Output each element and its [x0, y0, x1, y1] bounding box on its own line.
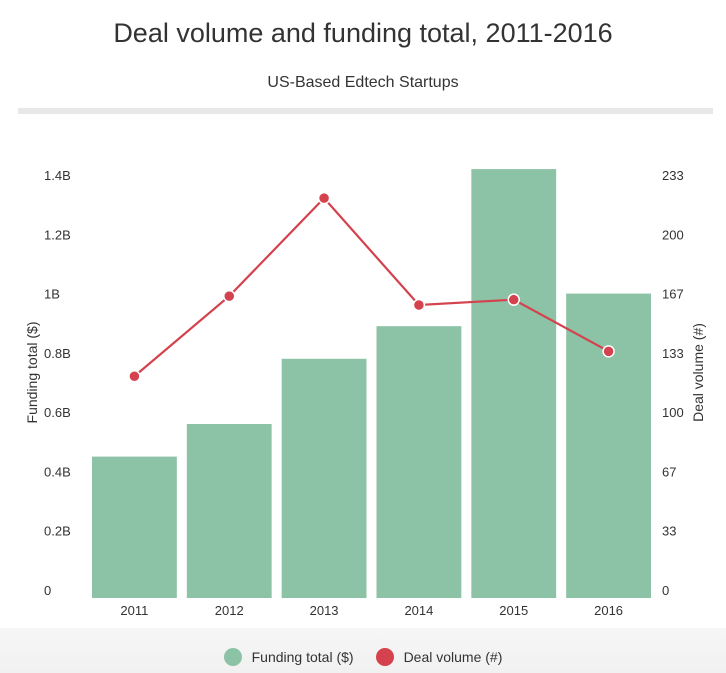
x-tick-label: 2016 — [594, 603, 623, 618]
point-deal-volume-2013 — [317, 191, 331, 205]
point-deal-volume-2015 — [507, 293, 520, 306]
legend-item-deals[interactable]: Deal volume (#) — [375, 648, 503, 666]
bar-funding-2011 — [92, 456, 177, 598]
legend: Funding total ($) Deal volume (#) — [0, 648, 726, 666]
y-left-tick-label: 0.8B — [44, 346, 71, 361]
point-deal-volume-2014 — [412, 298, 426, 312]
x-tick-label: 2013 — [310, 603, 339, 618]
legend-swatch-funding — [223, 648, 242, 666]
legend-label-funding: Funding total ($) — [251, 649, 354, 665]
x-tick-label: 2015 — [499, 603, 528, 618]
point-deal-volume-2012 — [223, 289, 236, 303]
line-deal-volume — [133, 196, 610, 378]
y-right-tick-label: 167 — [662, 287, 684, 302]
plot-area: 2011 2012 2013 2014 2015 2016 0 0.2B 0.4B 0.6B 0.8… — [24, 168, 706, 618]
y-left-tick-label: 0.6B — [44, 405, 71, 420]
x-tick-label: 2014 — [404, 603, 433, 618]
point-deal-volume-2016 — [602, 345, 615, 358]
y-left-tick-label: 1.2B — [44, 227, 71, 242]
y-left-tick-label: 0.2B — [44, 524, 71, 539]
chart-title: Deal volume and funding total, 2011-2016 — [113, 18, 613, 48]
y-right-tick-label: 67 — [662, 464, 676, 479]
y-right-axis-title: Deal volume (#) — [690, 323, 706, 422]
y-left-tick-label: 1B — [44, 287, 60, 302]
y-right-tick-label: 133 — [662, 346, 684, 361]
y-left-axis-title: Funding total ($) — [24, 322, 40, 424]
y-left-tick-label: 0 — [44, 583, 51, 598]
y-right-tick-label: 100 — [662, 405, 684, 420]
y-right-tick-label: 200 — [662, 227, 684, 242]
point-deal-volume-2011 — [128, 370, 141, 383]
y-right-tick-label: 233 — [662, 168, 684, 183]
bar-funding-2015 — [471, 169, 557, 599]
x-tick-label: 2012 — [215, 603, 244, 618]
divider — [18, 108, 713, 114]
legend-swatch-deals — [375, 648, 394, 666]
bar-funding-2012 — [186, 424, 272, 598]
y-left-tick-label: 1.4B — [44, 168, 71, 183]
legend-background — [0, 628, 726, 673]
x-tick-label: 2011 — [120, 603, 148, 618]
bar-funding-2016 — [566, 293, 651, 598]
bar-funding-2013 — [281, 358, 367, 598]
legend-label-deals: Deal volume (#) — [403, 649, 503, 665]
bar-funding-2014 — [376, 326, 462, 598]
y-left-tick-label: 0.4B — [44, 464, 71, 479]
chart-subtitle: US-Based Edtech Startups — [267, 74, 459, 91]
y-right-tick-label: 33 — [662, 524, 676, 539]
y-right-tick-label: 0 — [662, 583, 669, 598]
legend-item-funding[interactable]: Funding total ($) — [223, 648, 354, 666]
